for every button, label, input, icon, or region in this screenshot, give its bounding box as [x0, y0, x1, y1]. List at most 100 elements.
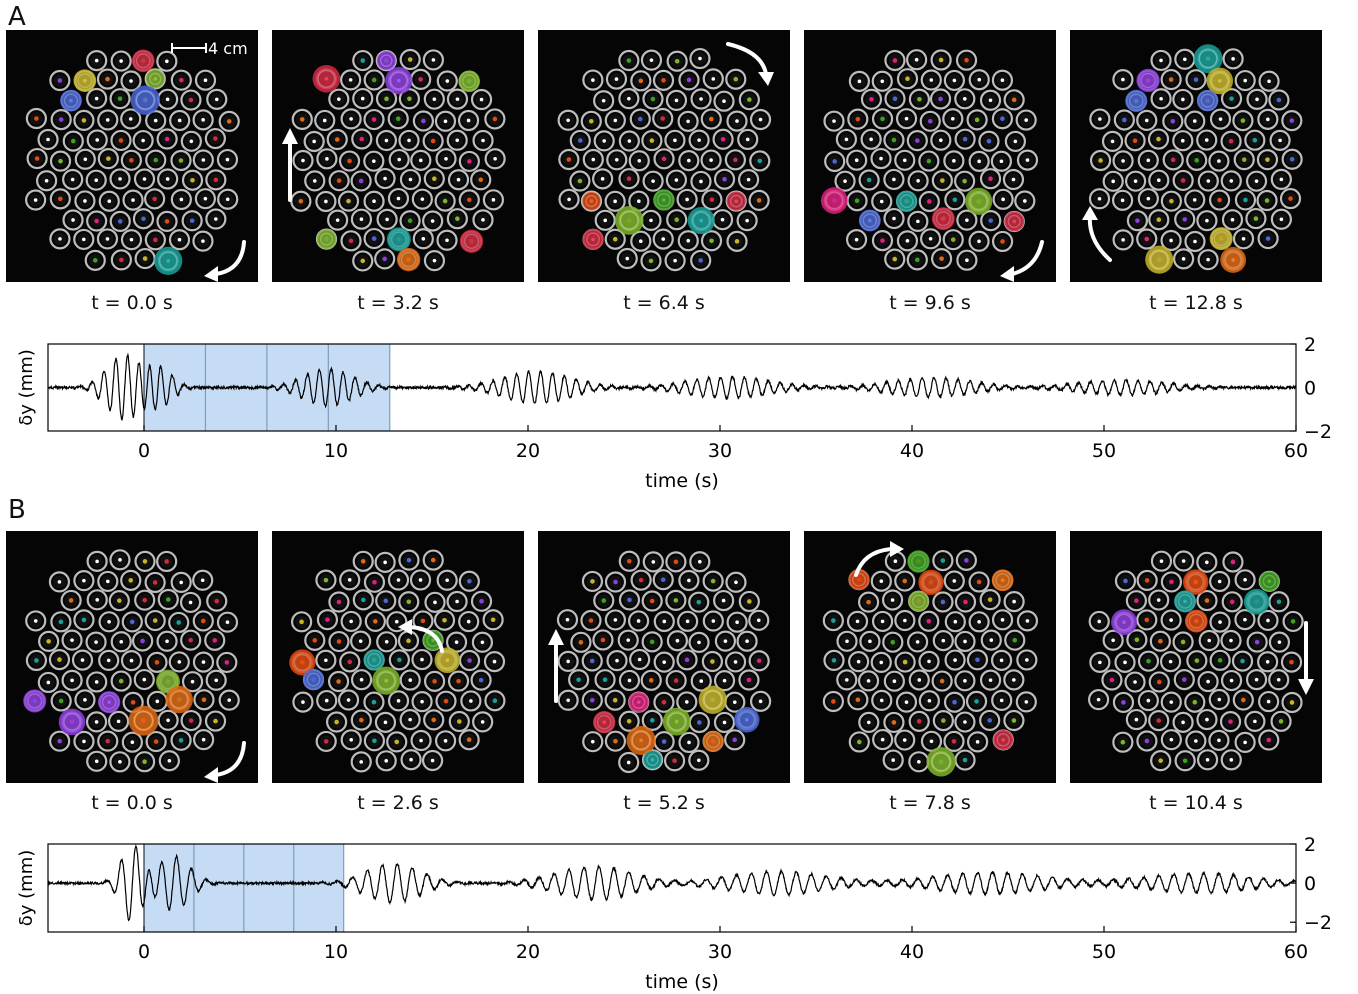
particle — [653, 610, 675, 633]
particle — [110, 670, 132, 692]
highlighted-particle — [1209, 227, 1233, 251]
particle — [1234, 731, 1256, 753]
particle — [1125, 708, 1147, 731]
particle — [388, 148, 410, 171]
particle — [894, 729, 916, 751]
particle — [859, 630, 881, 652]
particle — [410, 68, 432, 91]
x-tick-label: 50 — [1092, 440, 1116, 462]
highlighted-particle — [702, 730, 724, 752]
particle — [872, 728, 894, 751]
particle — [470, 88, 493, 111]
particle — [1245, 669, 1268, 691]
particle — [1220, 669, 1243, 692]
particle — [340, 230, 362, 252]
particle — [702, 68, 724, 90]
particle — [1114, 651, 1136, 673]
frame-b-2 — [272, 531, 524, 783]
particle — [375, 750, 397, 772]
particle — [146, 651, 168, 673]
particle — [422, 49, 444, 71]
particle — [1112, 150, 1134, 172]
particle — [144, 609, 166, 632]
particle — [738, 590, 760, 613]
particle — [1280, 651, 1303, 673]
y-axis-label: δy (mm) — [16, 349, 37, 426]
particle — [1003, 669, 1025, 691]
particle — [594, 669, 616, 691]
particle — [823, 110, 845, 132]
particle — [374, 551, 396, 573]
particle — [895, 691, 918, 713]
particle — [690, 670, 712, 692]
particle — [181, 169, 204, 191]
particle — [604, 730, 627, 752]
highlighted-particle — [628, 692, 649, 713]
particle — [640, 250, 662, 272]
highlighted-particle — [434, 647, 461, 674]
particle — [120, 650, 143, 672]
highlighted-particle — [1220, 247, 1247, 273]
highlighted-particle — [363, 649, 385, 671]
highlighted-particle — [1243, 588, 1270, 615]
particle — [145, 149, 167, 171]
particle — [1089, 108, 1111, 130]
frame-a-4 — [804, 30, 1056, 282]
highlighted-particle — [918, 569, 944, 596]
particle — [557, 109, 579, 131]
x-tick-label: 60 — [1284, 440, 1308, 462]
particle — [435, 148, 457, 170]
particle — [1185, 730, 1207, 752]
particle — [1124, 671, 1146, 693]
particle — [640, 49, 663, 71]
particle — [472, 711, 494, 733]
highlighted-particle — [459, 229, 484, 253]
particle — [954, 88, 976, 110]
particle-image: 4 cm — [25, 39, 248, 282]
particle — [316, 148, 338, 170]
particle — [86, 129, 108, 151]
particle — [1174, 48, 1196, 70]
particle — [1222, 551, 1244, 573]
motion-arrow-icon — [1000, 240, 1044, 282]
particle — [193, 689, 215, 711]
particle — [364, 610, 386, 632]
particle — [316, 689, 338, 712]
particle — [688, 631, 710, 653]
particle — [664, 250, 686, 272]
particle — [85, 631, 107, 653]
y-axis-label: δy (mm) — [16, 850, 37, 927]
particle — [398, 591, 420, 613]
particle — [1148, 710, 1170, 732]
particle — [713, 168, 736, 190]
panel-label-b: B — [8, 495, 26, 525]
particle — [144, 571, 166, 594]
particle — [929, 88, 952, 110]
particle — [1233, 149, 1255, 171]
particle — [871, 190, 893, 213]
particle — [304, 170, 326, 192]
particle — [652, 569, 674, 591]
particle — [736, 630, 758, 652]
highlighted-particle — [128, 705, 159, 736]
particle — [641, 590, 663, 612]
highlighted-particle — [643, 750, 662, 770]
particle — [641, 631, 663, 653]
particle — [1234, 569, 1256, 591]
particle — [712, 128, 734, 150]
particle — [447, 169, 470, 191]
x-tick-label: 0 — [138, 440, 150, 462]
particle — [1124, 130, 1146, 152]
particle — [1197, 170, 1219, 192]
particle — [121, 731, 143, 753]
frame-caption: t = 5.2 s — [623, 792, 705, 814]
particle — [458, 150, 480, 173]
particle — [836, 630, 858, 652]
particle — [979, 589, 1001, 611]
particle-image — [282, 48, 506, 272]
particle — [991, 108, 1014, 130]
particle — [168, 611, 190, 634]
particle — [1281, 148, 1303, 170]
particle — [1258, 729, 1280, 751]
